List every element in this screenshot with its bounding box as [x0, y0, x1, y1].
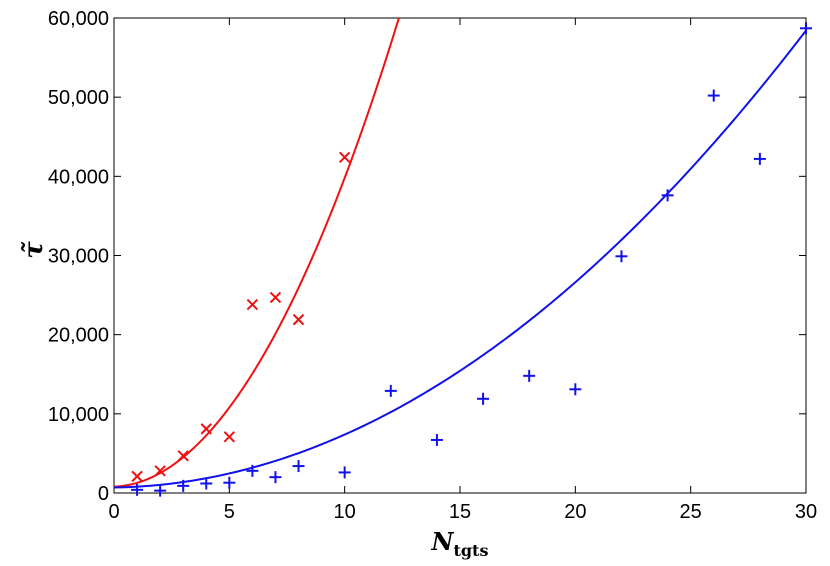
y-tick-label: 10,000: [48, 404, 109, 426]
fit-curve-1: [114, 18, 400, 488]
x-tick-label: 5: [224, 501, 235, 523]
data-point: [523, 369, 536, 382]
axes: 0 5 10 15 20 25 30 0 10,000 20,000 30,000 40,000 50,…: [48, 8, 817, 523]
y-tick-label: 0: [98, 483, 109, 505]
y-tick-label: 30,000: [48, 246, 109, 268]
data-point: [338, 151, 351, 164]
y-tick-label: 50,000: [48, 87, 109, 109]
data-point: [223, 431, 236, 443]
y-tick-label: 60,000: [48, 8, 109, 30]
x-tick-label: 25: [680, 501, 702, 523]
x-tick-label: 0: [108, 501, 119, 523]
data-point: [200, 477, 213, 490]
y-tick-label: 40,000: [48, 166, 109, 188]
x-tick-label: 20: [564, 501, 586, 523]
axis-labels: Ntgts τ̃: [19, 241, 488, 560]
data-point: [338, 466, 351, 479]
data-point: [707, 89, 720, 102]
x-tick-label: 30: [795, 501, 817, 523]
data-point: [661, 189, 674, 202]
data-point: [177, 450, 189, 462]
data-point: [430, 433, 443, 446]
data-point: [269, 291, 282, 304]
fit-curve-2: [114, 29, 806, 489]
data-point: [753, 152, 766, 165]
x-axis-label: Ntgts: [431, 527, 489, 560]
data-point: [800, 22, 812, 35]
data-point: [292, 313, 305, 326]
data-point: [154, 484, 167, 497]
y-tick-label: 20,000: [48, 325, 109, 347]
data-point: [223, 476, 236, 489]
data-point: [200, 423, 212, 435]
plot-area: [114, 18, 812, 497]
data-point: [154, 465, 166, 477]
data-point: [569, 383, 582, 396]
x-tick-label: 10: [334, 501, 356, 523]
data-point: [131, 470, 143, 483]
y-axis-label: τ̃: [19, 241, 49, 259]
x-tick-label: 15: [449, 501, 471, 523]
data-point: [246, 298, 259, 311]
data-point: [246, 464, 259, 477]
data-point: [384, 384, 397, 397]
data-point: [131, 483, 144, 496]
data-point: [177, 479, 190, 492]
data-point: [269, 471, 282, 484]
data-point: [615, 250, 628, 263]
data-point: [477, 392, 490, 405]
data-point: [292, 460, 305, 473]
